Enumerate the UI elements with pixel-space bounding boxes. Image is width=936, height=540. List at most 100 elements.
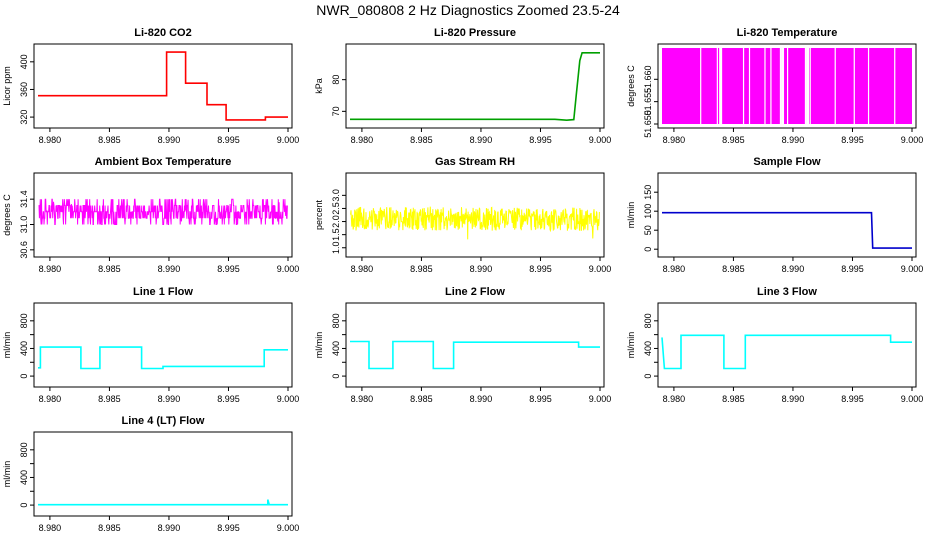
panel-title: Line 1 Flow [133, 286, 193, 298]
series-gap [806, 48, 810, 124]
x-tick-label: 9.000 [277, 135, 300, 145]
x-tick-label: 8.985 [410, 135, 433, 145]
series-gap [894, 48, 896, 124]
panel-title: Li-820 Pressure [434, 27, 516, 39]
panel-title: Line 2 Flow [445, 286, 505, 298]
panel: Li-820 Temperature 8.980 8.985 8.990 8.995 9.… [626, 27, 923, 145]
y-tick-label: 800 [643, 313, 653, 328]
plot-frame [33, 172, 293, 258]
y-tick-label: 0 [19, 374, 29, 379]
panel-title: Ambient Box Temperature [95, 156, 232, 168]
panel-title: Li-820 Temperature [737, 27, 838, 39]
x-tick-label: 8.990 [158, 264, 181, 274]
x-tick-label: 8.990 [158, 394, 181, 404]
series-group [38, 346, 288, 370]
y-axis-label: ml/min [2, 332, 12, 359]
y-tick-label: 70 [331, 106, 341, 116]
series-gap [764, 48, 766, 124]
series-gap [716, 48, 718, 124]
x-tick-label: 9.000 [589, 394, 612, 404]
series-gap [719, 48, 723, 124]
series-gap [787, 48, 789, 124]
x-tick-label: 8.990 [158, 135, 181, 145]
figure-title: NWR_080808 2 Hz Diagnostics Zoomed 23.5-… [316, 2, 620, 18]
y-tick-label: 800 [331, 313, 341, 328]
series-gap [742, 48, 745, 124]
plot-frame [657, 172, 917, 258]
x-tick-label: 8.980 [663, 264, 686, 274]
y-axis-label: ml/min [2, 461, 12, 488]
y-tick-label: 31.0 [19, 216, 29, 234]
x-tick-label: 8.980 [663, 135, 686, 145]
x-tick-label: 8.995 [841, 135, 864, 145]
panel-title: Gas Stream RH [435, 156, 515, 168]
series-gap [781, 48, 785, 124]
panel-title: Line 3 Flow [757, 286, 817, 298]
y-tick-label: 400 [643, 341, 653, 356]
panel: Line 3 Flow 8.980 8.985 8.990 8.995 9.000 0 400… [626, 286, 923, 404]
series-group [350, 206, 600, 240]
y-tick-label: 51.660 [643, 66, 653, 94]
panel: Ambient Box Temperature 8.980 8.985 8.990 8.… [2, 156, 299, 274]
plot-frame [657, 302, 917, 388]
panel: Li-820 CO2 8.980 8.985 8.990 8.995 9.000 320 36… [2, 27, 299, 145]
y-tick-label: 30.6 [19, 241, 29, 259]
series-line [38, 499, 288, 506]
x-tick-label: 8.980 [39, 264, 62, 274]
x-tick-label: 9.000 [901, 394, 924, 404]
series-gap [834, 48, 836, 124]
y-tick-label: 0 [19, 503, 29, 508]
y-tick-label: 31.4 [19, 190, 29, 208]
x-tick-label: 8.990 [782, 135, 805, 145]
series-group [38, 51, 288, 121]
x-tick-label: 8.995 [841, 264, 864, 274]
x-tick-label: 8.985 [98, 523, 121, 533]
plot-frame [345, 172, 605, 258]
x-tick-label: 8.985 [722, 394, 745, 404]
y-axis-label: degrees C [626, 65, 636, 107]
x-tick-label: 8.985 [722, 264, 745, 274]
y-tick-label: 3.0 [331, 189, 341, 202]
x-tick-label: 8.985 [98, 394, 121, 404]
series-group [662, 211, 912, 249]
x-tick-label: 8.980 [351, 264, 374, 274]
y-tick-label: 150 [643, 185, 653, 200]
series-group [661, 334, 912, 370]
y-axis-label: kPa [314, 78, 324, 94]
x-tick-label: 8.990 [158, 523, 181, 533]
x-tick-label: 9.000 [277, 523, 300, 533]
y-tick-label: 1.5 [331, 228, 341, 241]
series-gap [700, 48, 702, 124]
plot-frame [345, 43, 605, 129]
y-tick-label: 360 [19, 82, 29, 97]
y-tick-label: 320 [19, 110, 29, 125]
panel: Line 2 Flow 8.980 8.985 8.990 8.995 9.000 0 400… [314, 286, 611, 404]
y-axis-label: percent [314, 199, 324, 230]
plot-frame [345, 302, 605, 388]
series-line [350, 51, 600, 122]
plot-frame [33, 302, 293, 388]
series-line [662, 211, 912, 249]
x-tick-label: 8.990 [470, 135, 493, 145]
series-line [38, 51, 288, 121]
y-axis-label: ml/min [626, 332, 636, 359]
series-line [38, 198, 288, 225]
panel: Line 4 (LT) Flow 8.980 8.985 8.990 8.995 9.00… [2, 415, 299, 533]
series-gap [809, 48, 811, 124]
series-line [350, 340, 600, 370]
x-tick-label: 8.985 [98, 264, 121, 274]
y-tick-label: 0 [331, 374, 341, 379]
x-tick-label: 8.995 [529, 394, 552, 404]
series-group [350, 340, 600, 370]
plot-frame [33, 431, 293, 517]
x-tick-label: 8.990 [470, 264, 493, 274]
x-tick-label: 8.980 [39, 523, 62, 533]
panel-title: Line 4 (LT) Flow [122, 415, 205, 427]
y-axis-label: degrees C [2, 194, 12, 236]
panel-title: Li-820 CO2 [134, 27, 191, 39]
x-tick-label: 8.995 [217, 135, 240, 145]
y-tick-label: 51.655 [643, 88, 653, 116]
x-tick-label: 8.995 [217, 264, 240, 274]
series-gap [804, 48, 807, 124]
x-tick-label: 8.995 [217, 523, 240, 533]
